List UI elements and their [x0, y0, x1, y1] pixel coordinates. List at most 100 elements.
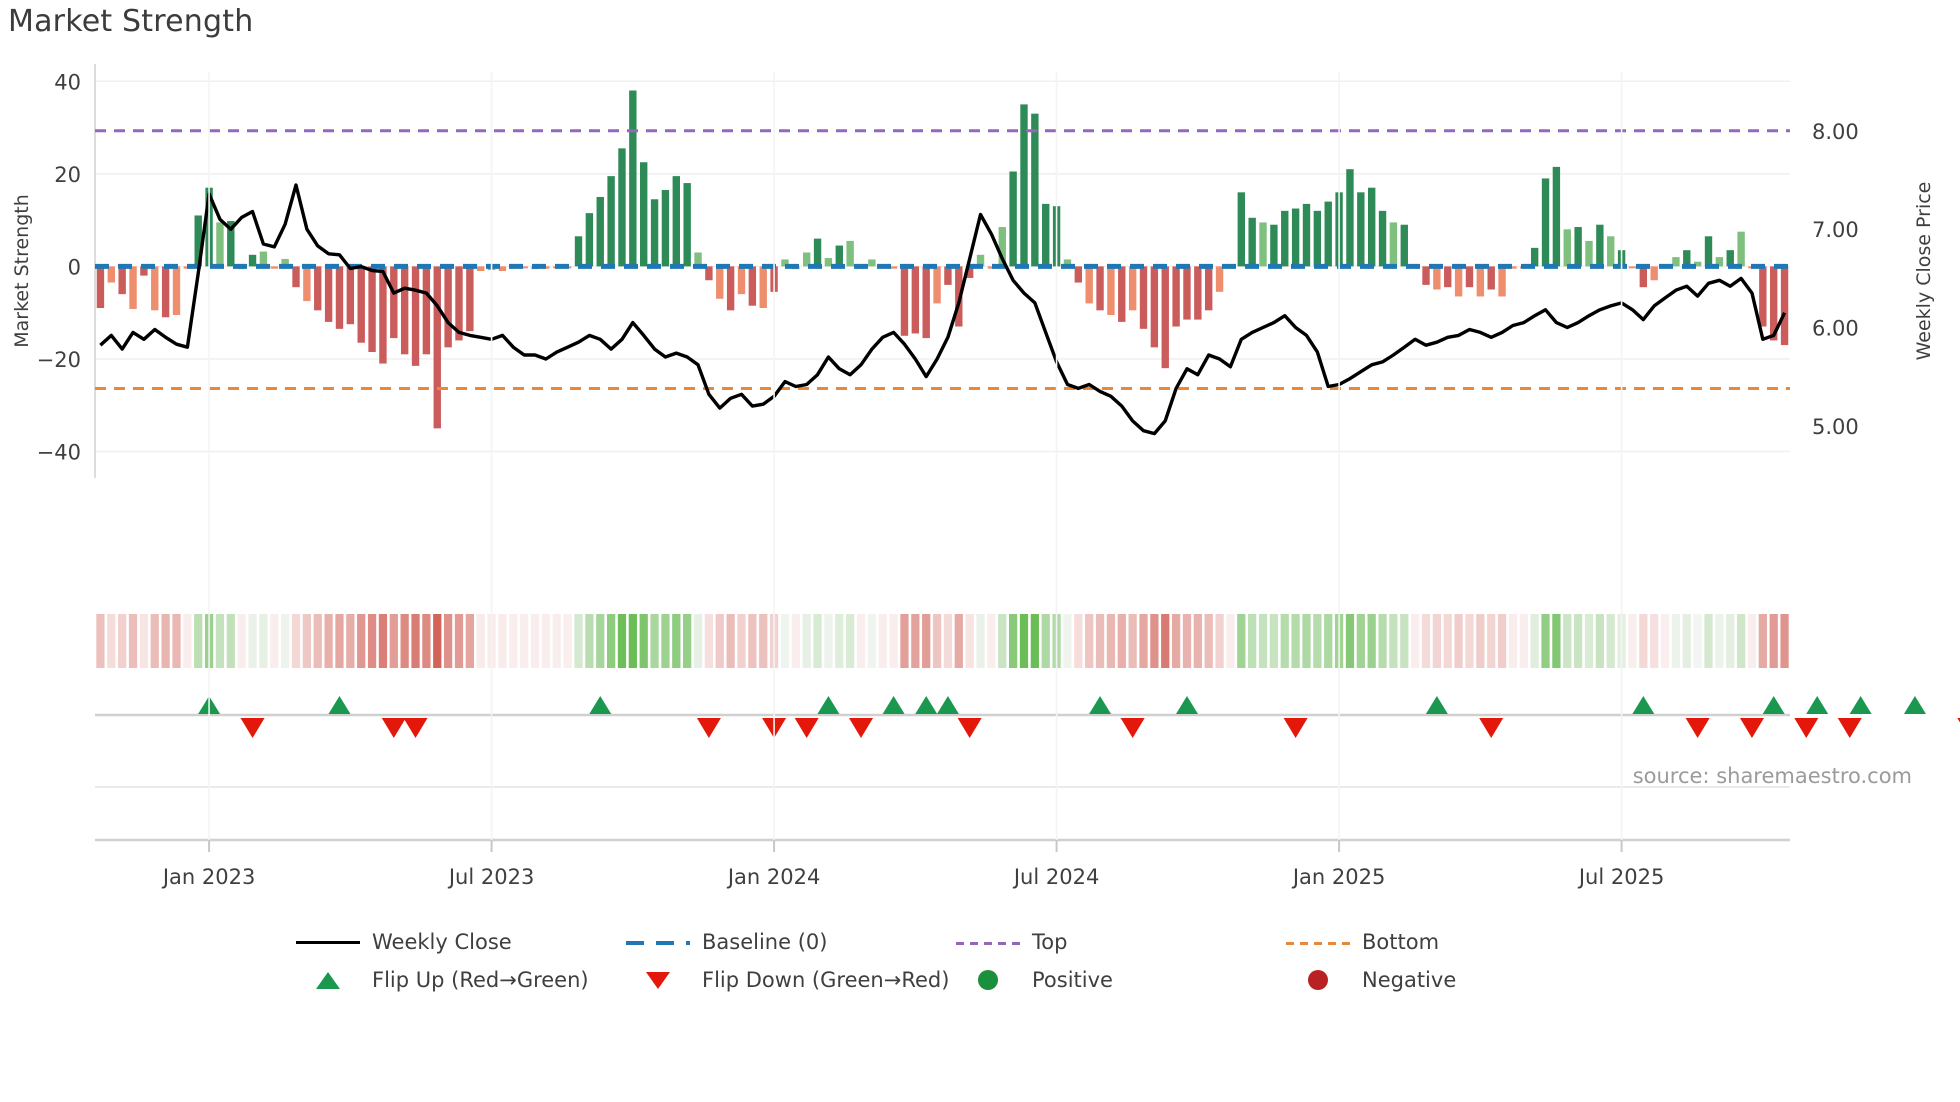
heat-cell	[748, 614, 757, 668]
heat-cell	[802, 614, 811, 668]
legend-label: Baseline (0)	[702, 930, 828, 954]
heat-cell	[1519, 614, 1528, 668]
heat-cell	[1291, 614, 1300, 668]
heat-cell	[1030, 614, 1039, 668]
heat-cell	[259, 614, 268, 668]
legend-item-positive[interactable]: Positive	[956, 968, 1286, 992]
flip-down-marker	[1120, 718, 1145, 738]
flip-down-marker	[1837, 718, 1862, 738]
heat-cell	[726, 614, 735, 668]
heat-cell	[628, 614, 637, 668]
strength-bar	[259, 251, 268, 267]
strength-bar	[1074, 266, 1083, 283]
legend-item-weekly-close[interactable]: Weekly Close	[296, 930, 626, 954]
heat-cell	[1606, 614, 1615, 668]
heat-cell	[932, 614, 942, 668]
legend-item-baseline[interactable]: Baseline (0)	[626, 930, 956, 954]
legend-label: Positive	[1032, 968, 1113, 992]
heat-cell	[118, 614, 127, 668]
heat-cell	[976, 614, 985, 668]
heat-cell	[1508, 614, 1518, 668]
heat-cell	[161, 614, 170, 668]
heat-cell	[1302, 614, 1311, 668]
strength-bar	[1346, 169, 1354, 267]
strength-bar	[1737, 231, 1745, 267]
flip-down-marker	[403, 718, 428, 738]
heat-cell	[313, 614, 322, 668]
legend-item-bottom[interactable]: Bottom	[1286, 930, 1616, 954]
heat-cell	[1487, 614, 1496, 668]
strength-bar	[824, 258, 833, 267]
heat-cell	[1269, 614, 1279, 668]
strength-bar	[1585, 240, 1593, 267]
strength-bar	[1693, 261, 1702, 267]
legend-label: Bottom	[1362, 930, 1440, 954]
right-axis-title: Weekly Close Price	[1913, 182, 1935, 361]
legend-item-top[interactable]: Top	[956, 930, 1286, 954]
strength-bar	[1509, 266, 1517, 269]
heat-cell	[378, 614, 388, 668]
heat-cell	[1019, 614, 1029, 668]
heat-cell	[1769, 614, 1778, 668]
heat-cell	[1106, 614, 1116, 668]
flip-up-marker	[1849, 696, 1872, 714]
legend-item-flip-down[interactable]: Flip Down (Green→Red)	[626, 968, 956, 992]
heat-cell	[139, 614, 149, 668]
strength-bar	[1552, 166, 1561, 267]
heat-cell	[1237, 614, 1246, 668]
flip-up-marker	[1806, 696, 1829, 714]
left-tick-label: −40	[37, 440, 81, 464]
strength-bar	[303, 266, 311, 302]
heat-cell	[856, 614, 866, 668]
strength-bar	[248, 254, 257, 267]
heat-cell	[1117, 614, 1126, 668]
strength-bar	[1389, 222, 1398, 267]
strength-bar	[1259, 222, 1267, 267]
strength-bar	[737, 266, 746, 295]
strength-bar	[1270, 224, 1278, 267]
heat-cell	[1367, 614, 1376, 668]
legend-item-flip-up[interactable]: Flip Up (Red→Green)	[296, 968, 626, 992]
heat-cell	[1443, 614, 1452, 668]
x-tick-label: Jul 2025	[1577, 865, 1664, 889]
heat-cell	[987, 614, 996, 668]
heat-cell	[998, 614, 1007, 668]
legend-label: Flip Up (Red→Green)	[372, 968, 589, 992]
legend-item-negative[interactable]: Negative	[1286, 968, 1616, 992]
strength-bar	[1367, 187, 1376, 267]
strength-bar	[574, 236, 583, 267]
strength-bar	[346, 266, 355, 325]
strength-bar	[1357, 192, 1365, 267]
heat-cell	[1215, 614, 1224, 668]
strength-bar	[151, 266, 159, 311]
heat-cell	[889, 614, 898, 668]
heat-cell	[324, 614, 333, 668]
strength-bar	[683, 183, 691, 267]
x-tick-label: Jul 2024	[1012, 865, 1099, 889]
strength-bar	[835, 245, 843, 267]
heat-cell	[302, 614, 312, 668]
strength-bar	[1596, 224, 1604, 267]
heat-cell	[1530, 614, 1539, 668]
heat-cell	[574, 614, 583, 668]
heat-cell	[813, 614, 822, 668]
heat-cell	[128, 614, 138, 668]
heat-cell	[183, 614, 192, 668]
heat-cell	[237, 614, 246, 668]
heat-cell	[1085, 614, 1094, 668]
x-tick-label: Jan 2024	[726, 865, 821, 889]
heat-cell	[617, 614, 627, 668]
heat-cell	[1726, 614, 1735, 668]
flip-down-marker	[794, 718, 819, 738]
left-axis-title: Market Strength	[11, 194, 33, 348]
heat-cell	[172, 614, 181, 668]
heat-cell	[791, 614, 800, 668]
strength-bar	[466, 266, 474, 332]
heat-cell	[954, 614, 963, 668]
strength-bar	[1541, 178, 1550, 267]
right-tick-label: 7.00	[1812, 218, 1859, 242]
heat-cell	[780, 614, 790, 668]
strength-bar	[868, 259, 876, 267]
